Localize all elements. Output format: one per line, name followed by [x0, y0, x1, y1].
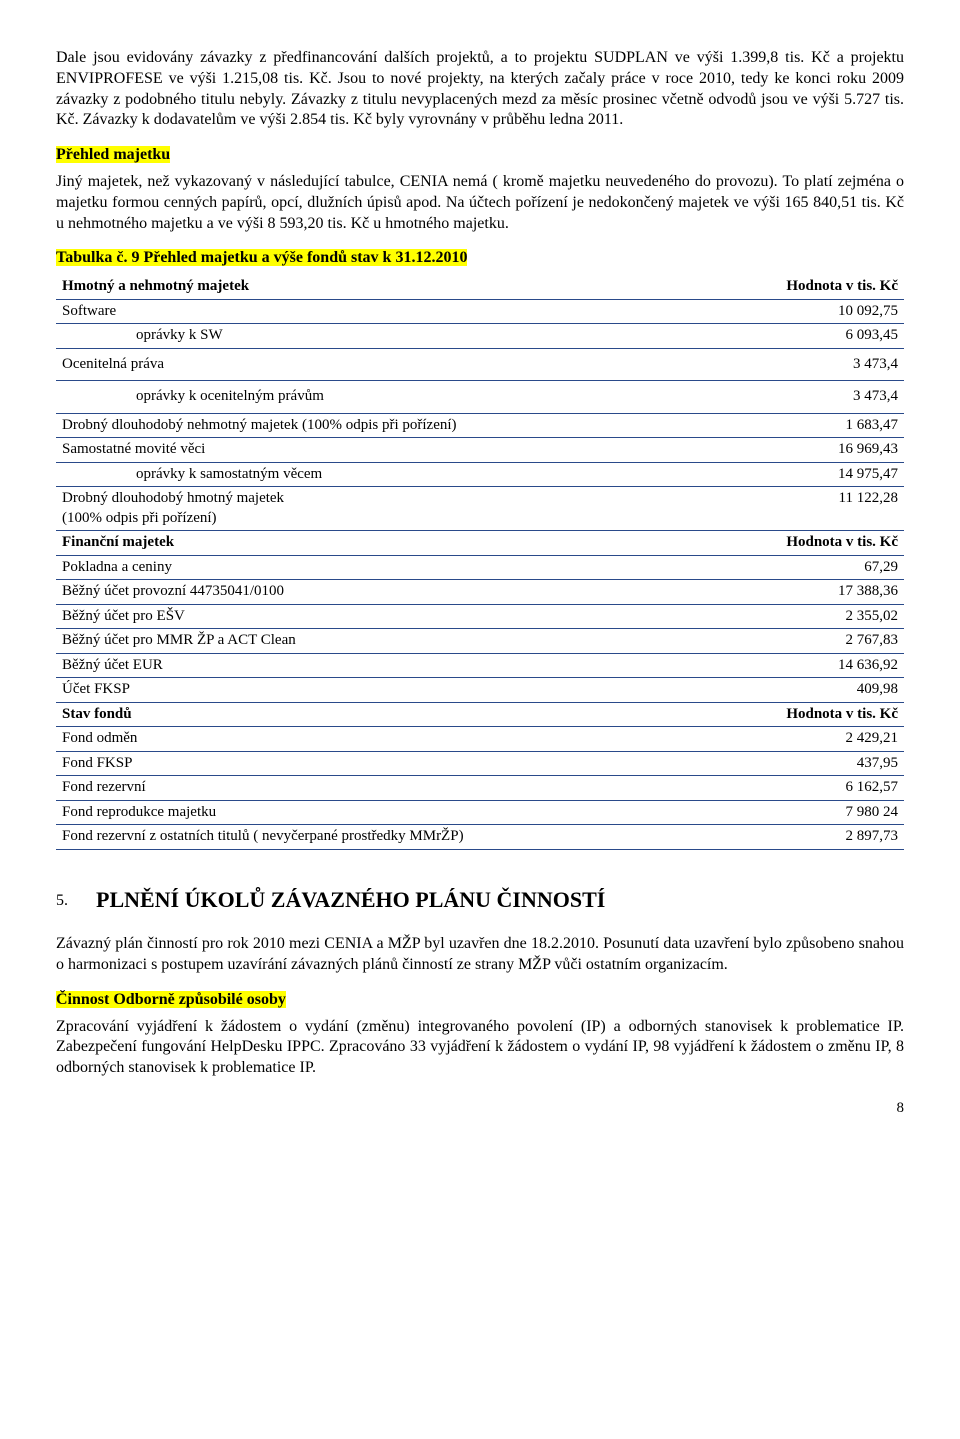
table-header-row: Hmotný a nehmotný majetekHodnota v tis. …	[56, 275, 904, 299]
heading-prehled-majetku: Přehled majetku	[56, 145, 904, 166]
table-cell-value: 1 683,47	[709, 413, 904, 438]
table-cell-value: 14 975,47	[709, 462, 904, 487]
table-row: oprávky k samostatným věcem14 975,47	[56, 462, 904, 487]
table-row: Účet FKSP409,98	[56, 678, 904, 703]
table-cell-value: 2 355,02	[709, 604, 904, 629]
table-cell-label: oprávky k ocenitelným právům	[56, 381, 709, 414]
table-header-row: Finanční majetekHodnota v tis. Kč	[56, 531, 904, 556]
table-cell-value: 3 473,4	[709, 348, 904, 381]
table-row: Drobný dlouhodobý hmotný majetek (100% o…	[56, 487, 904, 531]
table-cell-label: Běžný účet pro MMR ŽP a ACT Clean	[56, 629, 709, 654]
table-cell-label: Běžný účet pro EŠV	[56, 604, 709, 629]
table-header-label: Finanční majetek	[56, 531, 709, 556]
table-row: Fond reprodukce majetku7 980 24	[56, 800, 904, 825]
table-cell-value: 3 473,4	[709, 381, 904, 414]
table-row: oprávky k ocenitelným právům3 473,4	[56, 381, 904, 414]
table-cell-label: Ocenitelná práva	[56, 348, 709, 381]
table-row: Běžný účet pro MMR ŽP a ACT Clean2 767,8…	[56, 629, 904, 654]
table-cell-value: 2 429,21	[709, 727, 904, 752]
table-cell-label: Fond rezervní z ostatních titulů ( nevyč…	[56, 825, 709, 850]
table-cell-label: Běžný účet provozní 44735041/0100	[56, 580, 709, 605]
table-cell-label: Drobný dlouhodobý hmotný majetek (100% o…	[56, 487, 709, 531]
table-cell-label: Drobný dlouhodobý nehmotný majetek (100%…	[56, 413, 709, 438]
table-cell-label: Fond rezervní	[56, 776, 709, 801]
section-5-title: PLNĚNÍ ÚKOLŮ ZÁVAZNÉHO PLÁNU ČINNOSTÍ	[96, 887, 605, 912]
table-row: Fond FKSP437,95	[56, 751, 904, 776]
table-cell-value: 6 162,57	[709, 776, 904, 801]
page-number: 8	[56, 1099, 904, 1119]
section-5-number: 5.	[56, 892, 68, 909]
table-cell-value: 16 969,43	[709, 438, 904, 463]
table-row: Ocenitelná práva3 473,4	[56, 348, 904, 381]
table-cell-value: 437,95	[709, 751, 904, 776]
table-row: Běžný účet provozní 44735041/010017 388,…	[56, 580, 904, 605]
section-5-heading: 5. PLNĚNÍ ÚKOLŮ ZÁVAZNÉHO PLÁNU ČINNOSTÍ	[56, 886, 904, 915]
table-row: Fond rezervní z ostatních titulů ( nevyč…	[56, 825, 904, 850]
paragraph-4: Zpracování vyjádření k žádostem o vydání…	[56, 1017, 904, 1079]
table-cell-label: Fond FKSP	[56, 751, 709, 776]
table-cell-label: Běžný účet EUR	[56, 653, 709, 678]
table-header-value: Hodnota v tis. Kč	[709, 702, 904, 727]
table-cell-value: 6 093,45	[709, 324, 904, 349]
table-row: Drobný dlouhodobý nehmotný majetek (100%…	[56, 413, 904, 438]
table-cell-label: Účet FKSP	[56, 678, 709, 703]
table-cell-label: Samostatné movité věci	[56, 438, 709, 463]
table-header-value: Hodnota v tis. Kč	[709, 531, 904, 556]
table-cell-value: 10 092,75	[709, 299, 904, 324]
table-cell-label: Fond reprodukce majetku	[56, 800, 709, 825]
table-header-label: Hmotný a nehmotný majetek	[56, 275, 709, 299]
table-header-value: Hodnota v tis. Kč	[709, 275, 904, 299]
table-cell-value: 409,98	[709, 678, 904, 703]
table-cell-label: Pokladna a ceniny	[56, 555, 709, 580]
table-cell-value: 2 767,83	[709, 629, 904, 654]
table-row: Samostatné movité věci16 969,43	[56, 438, 904, 463]
table-cell-label: Fond odměn	[56, 727, 709, 752]
assets-table: Hmotný a nehmotný majetekHodnota v tis. …	[56, 275, 904, 850]
table-row: Software10 092,75	[56, 299, 904, 324]
table-row: Pokladna a ceniny67,29	[56, 555, 904, 580]
table-row: Běžný účet EUR14 636,92	[56, 653, 904, 678]
table-cell-value: 67,29	[709, 555, 904, 580]
table-cell-label: oprávky k samostatným věcem	[56, 462, 709, 487]
table-cell-value: 14 636,92	[709, 653, 904, 678]
paragraph-1: Dale jsou evidovány závazky z předfinanc…	[56, 48, 904, 131]
heading-cinnost: Činnost Odborně způsobilé osoby	[56, 990, 904, 1011]
table-cell-label: oprávky k SW	[56, 324, 709, 349]
table-cell-value: 7 980 24	[709, 800, 904, 825]
table-header-label: Stav fondů	[56, 702, 709, 727]
paragraph-3: Závazný plán činností pro rok 2010 mezi …	[56, 934, 904, 976]
table-row: oprávky k SW6 093,45	[56, 324, 904, 349]
table-cell-value: 2 897,73	[709, 825, 904, 850]
table-header-row: Stav fondůHodnota v tis. Kč	[56, 702, 904, 727]
table-cell-label: Software	[56, 299, 709, 324]
table-cell-value: 17 388,36	[709, 580, 904, 605]
table-row: Fond odměn2 429,21	[56, 727, 904, 752]
table-row: Běžný účet pro EŠV2 355,02	[56, 604, 904, 629]
table-row: Fond rezervní6 162,57	[56, 776, 904, 801]
table-title: Tabulka č. 9 Přehled majetku a výše fond…	[56, 248, 904, 269]
paragraph-2: Jiný majetek, než vykazovaný v následují…	[56, 172, 904, 234]
table-cell-value: 11 122,28	[709, 487, 904, 531]
